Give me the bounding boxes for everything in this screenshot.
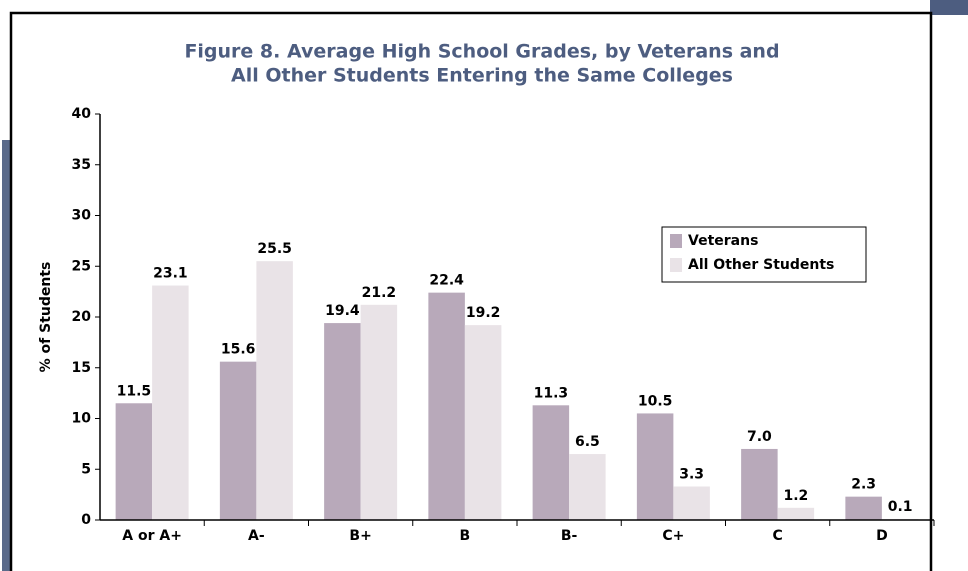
data-label: 10.5	[638, 393, 673, 409]
x-tick-label: B-	[561, 528, 578, 544]
bar	[115, 403, 153, 520]
data-label: 21.2	[362, 285, 397, 301]
data-label: 7.0	[747, 429, 772, 445]
y-tick-label: 10	[72, 411, 92, 427]
data-label: 22.4	[429, 273, 464, 289]
y-tick-label: 20	[72, 309, 92, 325]
data-label: 25.5	[257, 241, 292, 257]
y-tick-label: 15	[72, 360, 91, 376]
bar	[360, 304, 398, 520]
data-label: 6.5	[575, 434, 600, 450]
legend-label: Veterans	[688, 233, 758, 249]
bar	[324, 323, 361, 520]
y-tick-label: 30	[72, 208, 92, 224]
chart-title: All Other Students Entering the Same Col…	[231, 65, 733, 87]
legend-swatch	[670, 234, 682, 248]
data-label: 2.3	[851, 477, 876, 493]
x-tick-label: A-	[248, 528, 265, 544]
data-label: 3.3	[679, 467, 704, 483]
y-tick-label: 35	[72, 157, 91, 173]
corner-block	[930, 0, 968, 15]
bar	[741, 448, 778, 520]
y-tick-label: 40	[72, 106, 92, 122]
legend-label: All Other Students	[688, 257, 834, 273]
x-tick-label: A or A+	[122, 528, 182, 544]
x-tick-label: C	[772, 528, 782, 544]
data-label: 15.6	[221, 342, 256, 358]
x-tick-label: D	[876, 528, 888, 544]
data-label: 11.5	[117, 383, 152, 399]
bar	[152, 285, 189, 520]
x-tick-label: C+	[662, 528, 684, 544]
bar	[256, 261, 293, 520]
y-axis-label: % of Students	[38, 262, 54, 373]
chart-title: Figure 8. Average High School Grades, by…	[184, 41, 779, 63]
bar	[532, 405, 570, 520]
legend-box	[661, 226, 867, 283]
legend-swatch	[670, 258, 682, 272]
y-tick-label: 0	[81, 512, 91, 528]
data-label: 11.3	[534, 385, 569, 401]
bar	[777, 507, 815, 520]
bar	[464, 325, 502, 520]
data-label: 23.1	[153, 266, 188, 282]
data-label: 0.1	[888, 499, 913, 515]
y-tick-label: 5	[81, 461, 91, 477]
x-tick-label: B+	[349, 528, 371, 544]
bar	[845, 496, 882, 520]
bar	[673, 486, 710, 520]
side-bar	[2, 140, 10, 571]
bar	[428, 292, 465, 520]
data-label: 19.4	[325, 303, 360, 319]
bar	[219, 361, 257, 520]
data-label: 1.2	[783, 488, 808, 504]
bar	[636, 413, 674, 520]
x-tick-label: B	[460, 528, 471, 544]
frame	[9, 11, 933, 571]
bar	[569, 454, 606, 520]
data-label: 19.2	[466, 305, 501, 321]
y-tick-label: 25	[72, 258, 91, 274]
